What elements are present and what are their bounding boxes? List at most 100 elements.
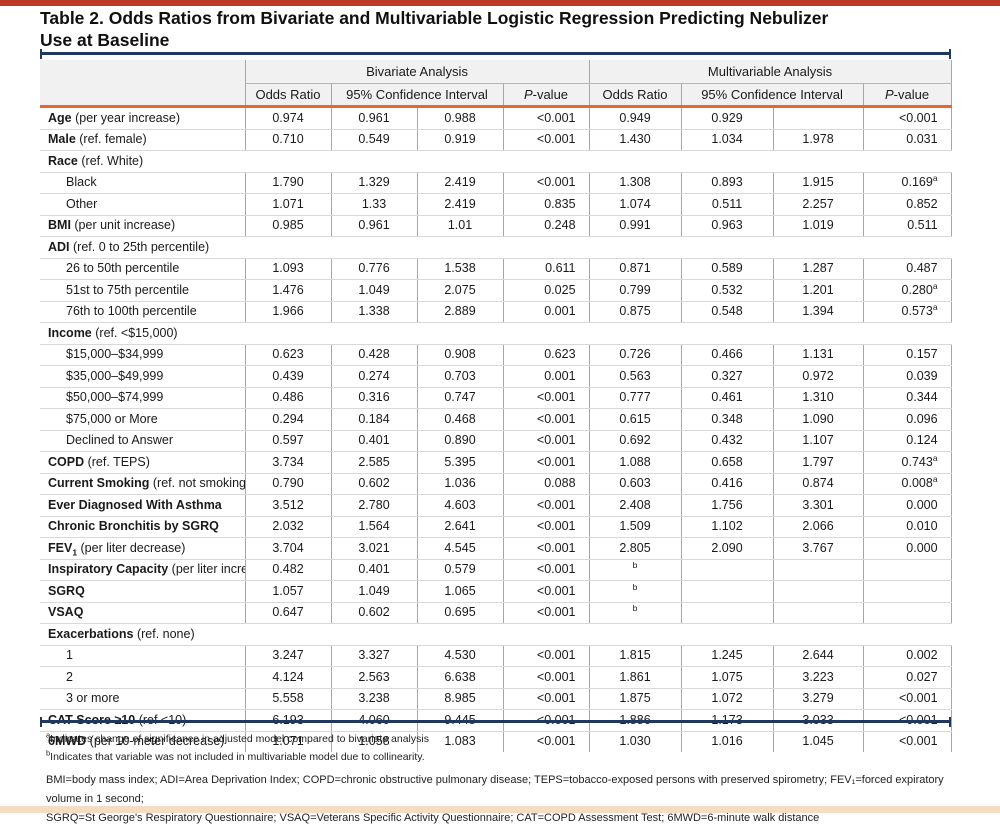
confidence-interval-cell: 0.893 [680, 172, 774, 194]
confidence-interval-cell: 0.348 [680, 408, 774, 431]
confidence-interval-cell: 1.036 [416, 473, 503, 495]
p-value-cell: <0.001 [502, 387, 590, 409]
row-label: Black [40, 172, 245, 194]
confidence-interval-cell: 1.034 [680, 129, 774, 151]
confidence-interval-cell [772, 602, 864, 624]
p-value-cell: <0.001 [502, 129, 590, 151]
p-value-cell: 0.000 [862, 494, 952, 517]
p-value-cell: 0.248 [502, 215, 590, 237]
odds-ratio-cell: 1.430 [588, 129, 682, 151]
odds-ratio-cell: 0.710 [244, 129, 331, 151]
p-value-cell: <0.001 [862, 688, 952, 710]
abbreviations-line1: BMI=body mass index; ADI=Area Deprivatio… [46, 774, 944, 805]
p-value-cell: <0.001 [502, 580, 590, 603]
confidence-interval-cell: 6.638 [416, 666, 503, 689]
table-row: VSAQ 0.647 0.602 0.695 <0.001 b [40, 602, 952, 624]
confidence-interval-cell: 0.274 [330, 365, 417, 388]
confidence-interval-cell: 1.338 [330, 301, 417, 323]
predictor-column-header [40, 60, 245, 108]
bottom-accent-bar [0, 806, 1000, 813]
confidence-interval-cell: 0.874 [772, 473, 864, 495]
p-value-cell: 0.031 [862, 129, 952, 151]
odds-ratio-cell: 0.985 [244, 215, 331, 237]
odds-ratio-cell: 4.124 [244, 666, 331, 689]
table-row: 1 3.247 3.327 4.530 <0.001 1.815 1.245 2.644 0.0… [40, 645, 952, 667]
p-value-cell: 0.000 [862, 537, 952, 560]
confidence-interval-cell: 0.468 [416, 408, 503, 431]
odds-ratio-cell: 0.439 [244, 365, 331, 388]
p-value-cell: 0.088 [502, 473, 590, 495]
row-label: 26 to 50th percentile [40, 258, 245, 280]
odds-ratio-cell: 2.805 [588, 537, 682, 560]
row-label: 76th to 100th percentile [40, 301, 245, 323]
table-row: $35,000–$49,999 0.439 0.274 0.703 0.001 0.563… [40, 365, 952, 388]
confidence-interval-cell: 1.058 [330, 731, 417, 752]
confidence-interval-cell: 8.985 [416, 688, 503, 710]
row-label: Income (ref. <$15,000) [40, 322, 952, 345]
table-row: 26 to 50th percentile 1.093 0.776 1.538 0.61… [40, 258, 952, 280]
odds-ratio-cell: 1.815 [588, 645, 682, 667]
p-value-cell: 0.002 [862, 645, 952, 667]
row-label: Declined to Answer [40, 430, 245, 452]
p-value-cell: <0.001 [502, 537, 590, 560]
odds-ratio-cell: 0.799 [588, 279, 682, 302]
confidence-interval-cell: 0.461 [680, 387, 774, 409]
row-label: Chronic Bronchitis by SGRQ [40, 516, 245, 538]
odds-ratio-cell: 0.486 [244, 387, 331, 409]
table-row: 51st to 75th percentile 1.476 1.049 2.075 0.… [40, 279, 952, 302]
row-label: FEV1 (per liter decrease) [40, 537, 245, 560]
confidence-interval-cell: 1.564 [330, 516, 417, 538]
row-label: $50,000–$74,999 [40, 387, 245, 409]
section-row: ADI (ref. 0 to 25th percentile) [40, 236, 952, 259]
odds-ratio-cell: 3.512 [244, 494, 331, 517]
table-row: 2 4.124 2.563 6.638 <0.001 1.861 1.075 3.223 0.0… [40, 666, 952, 689]
p-value-cell: <0.001 [502, 451, 590, 474]
odds-ratio-cell: 0.875 [588, 301, 682, 323]
rule-line [40, 52, 951, 55]
p-value-cell: <0.001 [502, 645, 590, 667]
table-row: Current Smoking (ref. not smoking) 0.790 0… [40, 473, 952, 495]
odds-ratio-cell: 0.777 [588, 387, 682, 409]
odds-ratio-cell: 0.647 [244, 602, 331, 624]
odds-ratio-cell: 1.308 [588, 172, 682, 194]
confidence-interval-cell: 0.548 [680, 301, 774, 323]
row-label: $15,000–$34,999 [40, 344, 245, 366]
confidence-interval-cell: 1.756 [680, 494, 774, 517]
row-label: VSAQ [40, 602, 245, 624]
odds-ratio-cell: 1.071 [244, 193, 331, 216]
column-header-row: Odds Ratio 95% Confidence Interval P-val… [40, 83, 952, 108]
odds-ratio-cell: 1.509 [588, 516, 682, 538]
odds-ratio-cell: 0.623 [244, 344, 331, 366]
table-row: Declined to Answer 0.597 0.401 0.890 <0.001 0… [40, 430, 952, 452]
confidence-interval-cell: 0.532 [680, 279, 774, 302]
section-row: Race (ref. White) [40, 150, 952, 173]
row-label: Male (ref. female) [40, 129, 245, 151]
section-row: Income (ref. <$15,000) [40, 322, 952, 345]
p-value-cell: <0.001 [502, 172, 590, 194]
p-value-cell [862, 602, 952, 624]
confidence-interval-cell: 4.545 [416, 537, 503, 560]
confidence-interval-cell: 0.579 [416, 559, 503, 581]
confidence-interval-cell: 1.083 [416, 731, 503, 752]
odds-ratio-cell: 0.294 [244, 408, 331, 431]
confidence-interval-cell: 2.090 [680, 537, 774, 560]
confidence-interval-cell: 1.915 [772, 172, 864, 194]
p-value-cell: 0.611 [502, 258, 590, 280]
rule-line [40, 720, 951, 723]
row-label: 3 or more [40, 688, 245, 710]
odds-ratio-cell: 1.030 [588, 731, 682, 752]
table-row: Ever Diagnosed With Asthma 3.512 2.780 4.60… [40, 494, 952, 517]
odds-ratio-cell: 0.991 [588, 215, 682, 237]
confidence-interval-cell: 3.238 [330, 688, 417, 710]
confidence-interval-cell: 1.394 [772, 301, 864, 323]
odds-ratio-cell: 1.861 [588, 666, 682, 689]
abbreviations: BMI=body mass index; ADI=Area Deprivatio… [46, 771, 966, 828]
row-label: Other [40, 193, 245, 216]
confidence-interval-cell: 3.301 [772, 494, 864, 517]
p-value-cell: <0.001 [502, 430, 590, 452]
confidence-interval-cell: 5.395 [416, 451, 503, 474]
table-row: 76th to 100th percentile 1.966 1.338 2.889 0… [40, 301, 952, 323]
rule-endcap [949, 49, 951, 59]
confidence-interval-cell [680, 580, 774, 603]
odds-ratio-cell: b [588, 580, 682, 603]
